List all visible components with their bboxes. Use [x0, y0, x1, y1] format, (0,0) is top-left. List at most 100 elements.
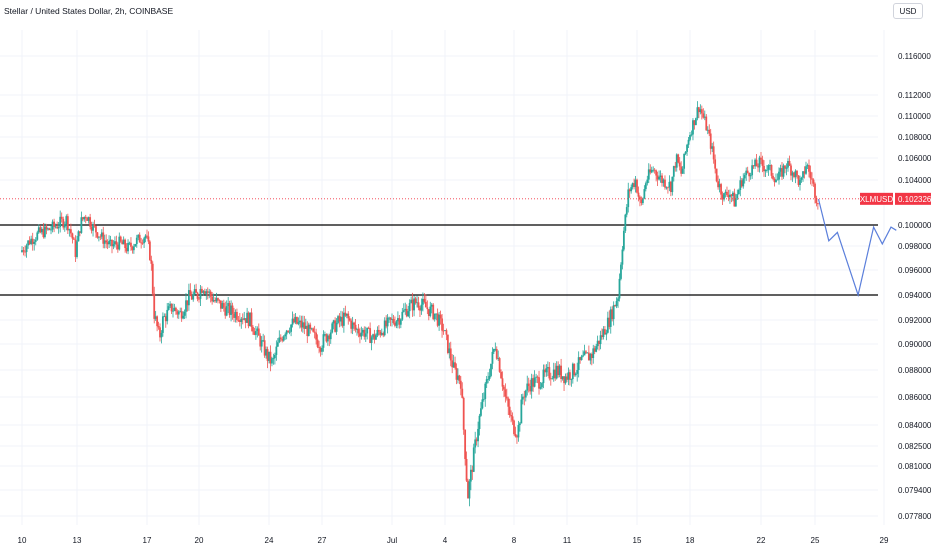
- candle: [816, 203, 819, 210]
- candle: [808, 159, 810, 178]
- candle-body: [150, 259, 153, 264]
- candle: [28, 236, 31, 246]
- candle-body: [724, 191, 727, 194]
- candle: [772, 172, 774, 181]
- candle: [177, 310, 180, 319]
- candle: [186, 300, 189, 312]
- candle: [331, 321, 334, 334]
- candle-body: [172, 310, 174, 312]
- candle: [254, 325, 257, 340]
- candle-body: [399, 319, 402, 325]
- candle: [227, 297, 230, 314]
- candle-body: [413, 298, 415, 311]
- candle: [262, 333, 265, 342]
- y-tick-label: 0.086000: [898, 393, 932, 402]
- candle: [692, 118, 694, 141]
- candle: [284, 332, 287, 340]
- candle: [627, 182, 630, 213]
- candle-body: [551, 378, 554, 380]
- candle-body: [492, 349, 495, 352]
- candle-body: [457, 375, 459, 380]
- candle: [364, 326, 367, 343]
- candle-body: [69, 229, 72, 234]
- candle-body: [524, 390, 527, 398]
- candle-body: [62, 218, 65, 228]
- candle: [313, 325, 316, 339]
- candle: [764, 169, 767, 178]
- candle-body: [342, 312, 345, 326]
- candle: [357, 323, 360, 338]
- candle: [746, 166, 749, 174]
- candle-body: [634, 179, 637, 188]
- candle-body: [51, 221, 54, 230]
- candle: [241, 313, 244, 325]
- candle: [579, 356, 582, 364]
- candle-body: [518, 423, 521, 426]
- candle-body: [601, 335, 603, 338]
- candle-body: [375, 335, 377, 340]
- candle: [118, 232, 121, 251]
- candle: [348, 316, 351, 322]
- candle-body: [571, 363, 574, 380]
- candle: [316, 334, 319, 349]
- candle: [131, 245, 134, 254]
- candle-body: [187, 290, 190, 306]
- candle: [157, 321, 160, 330]
- candle-body: [218, 299, 221, 301]
- candle-body: [435, 313, 438, 315]
- candle: [102, 226, 105, 249]
- candle-body: [451, 360, 454, 368]
- candle-body: [233, 313, 235, 318]
- candle: [79, 231, 81, 237]
- candle-body: [167, 306, 170, 310]
- candle-body: [564, 376, 567, 384]
- candle-body: [514, 434, 517, 437]
- candle: [260, 336, 263, 353]
- candle-body: [533, 377, 536, 387]
- currency-selector[interactable]: USD: [893, 3, 923, 19]
- candle: [92, 221, 94, 237]
- candle: [108, 235, 110, 248]
- candle: [212, 293, 215, 303]
- candle: [100, 229, 103, 240]
- candle-body: [337, 316, 339, 323]
- candle: [458, 374, 461, 385]
- candle-body: [686, 144, 688, 152]
- candle-body: [582, 355, 584, 357]
- candle-body: [552, 369, 555, 379]
- candle: [396, 311, 399, 329]
- candle: [114, 236, 116, 248]
- candle-body: [377, 329, 380, 332]
- candle-body: [96, 232, 99, 238]
- candle: [739, 176, 742, 197]
- candle: [545, 364, 548, 377]
- candle-body: [253, 331, 256, 335]
- price-axis: 0.116000 0.112000 0.110000 0.108000 0.106000…: [898, 52, 932, 521]
- candle-body: [108, 240, 110, 245]
- candle-body: [80, 217, 83, 233]
- candle-body: [252, 326, 254, 332]
- candle: [312, 327, 315, 333]
- candle-body: [405, 308, 408, 317]
- y-tick-label: 0.098000: [898, 242, 932, 251]
- candle: [469, 464, 472, 491]
- candle: [497, 350, 500, 361]
- candle: [630, 184, 633, 194]
- candle-body: [797, 175, 800, 185]
- candle: [814, 182, 816, 204]
- candle: [112, 240, 115, 250]
- candle-body: [608, 317, 611, 327]
- candle: [510, 410, 513, 423]
- candle-body: [805, 166, 807, 174]
- candle: [420, 298, 423, 315]
- candle-body: [745, 170, 748, 176]
- candle: [754, 158, 756, 169]
- candle-body: [179, 311, 182, 313]
- candle: [803, 166, 806, 179]
- candle: [684, 150, 687, 156]
- candle: [521, 393, 524, 405]
- candle: [326, 333, 329, 346]
- candle-body: [315, 332, 318, 340]
- candle-body: [63, 224, 66, 228]
